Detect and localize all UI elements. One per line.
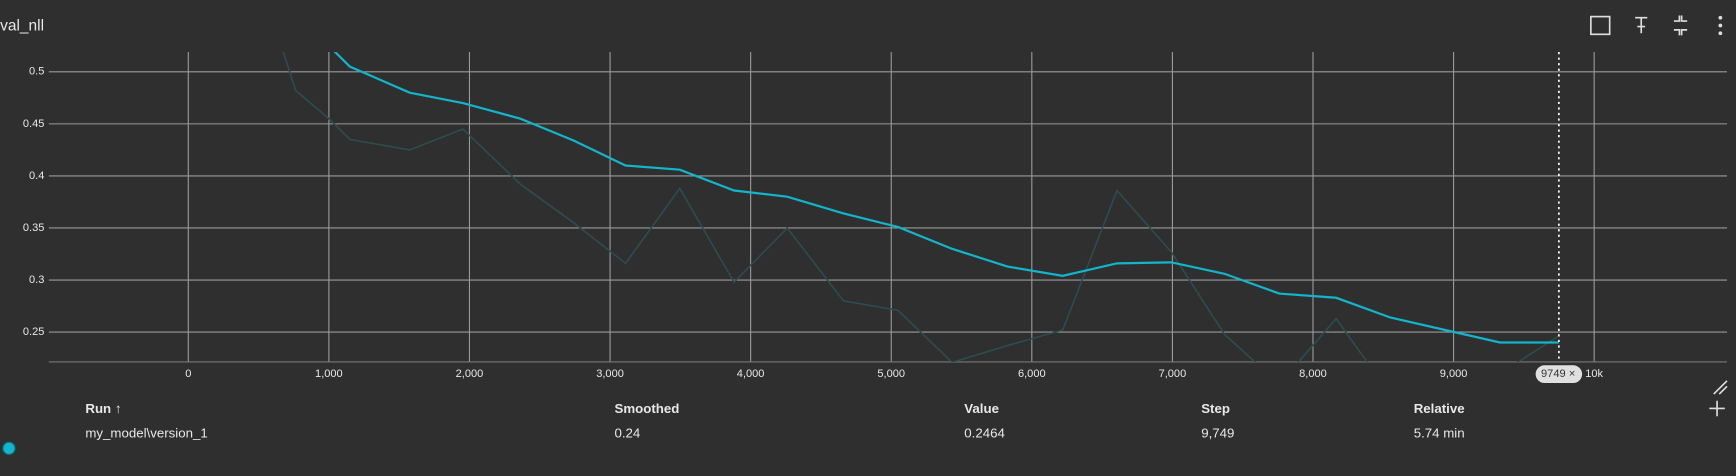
x-tick-label: 8,000	[1299, 368, 1327, 380]
table-cell: 0.24	[615, 425, 641, 440]
table: Run ↑ Smoothed Value Step Relative my_model\v…	[85, 401, 1464, 440]
cursor-badge	[1535, 365, 1583, 384]
x-tick-label: 5,000	[877, 368, 905, 380]
y-tick-label: 0.35	[23, 222, 45, 234]
series-line	[333, 52, 1559, 344]
y-tick-label: 0.5	[29, 66, 44, 78]
add-column[interactable]	[1709, 400, 1725, 417]
x-tick-label: 0	[185, 368, 191, 380]
table-cell: 5.74 min	[1414, 425, 1465, 440]
x-tick-label: 3,000	[596, 368, 624, 380]
y-tick-label: 0.4	[29, 170, 44, 182]
cursor-close: ×	[1569, 368, 1575, 380]
table-cell: 0.2464	[964, 425, 1005, 440]
x-tick-label: 10k	[1585, 368, 1603, 380]
table-cell: 9,749	[1201, 425, 1234, 440]
x-tick-label: 1,000	[315, 368, 343, 380]
x-tick-label: 9,000	[1440, 368, 1468, 380]
chart-title: val_nll	[0, 18, 44, 35]
y-tick-label: 0.25	[23, 326, 45, 338]
column-header: Smoothed	[615, 401, 680, 416]
y-tick-label: 0.3	[29, 274, 44, 286]
menu-icon[interactable]	[1718, 15, 1723, 36]
column-header: Step	[1201, 401, 1230, 416]
column-header: Relative	[1414, 401, 1465, 416]
collapse-icon[interactable]	[1673, 15, 1688, 36]
table-cell: my_model\version_1	[85, 425, 207, 440]
cursor-label: 9749	[1541, 368, 1566, 380]
plot: 0.25 0.3 0.35 0.4 0.45 0.5 0 1,000 2,000 3,000 4,0…	[23, 52, 1728, 384]
column-header: Run ↑	[85, 401, 121, 416]
x-tick-label: 4,000	[737, 368, 765, 380]
x-tick-label: 7,000	[1159, 368, 1187, 380]
toolbar	[1590, 15, 1728, 417]
series-line	[282, 52, 1560, 362]
run-color[interactable]	[2, 441, 16, 455]
column-header: Value	[964, 401, 999, 416]
x-tick-label: 2,000	[456, 368, 484, 380]
fit-icon[interactable]	[1590, 15, 1611, 36]
resize-handle[interactable]	[1713, 380, 1728, 395]
pin-icon[interactable]	[1635, 16, 1648, 34]
x-tick-label: 6,000	[1018, 368, 1046, 380]
y-tick-label: 0.45	[23, 118, 45, 130]
